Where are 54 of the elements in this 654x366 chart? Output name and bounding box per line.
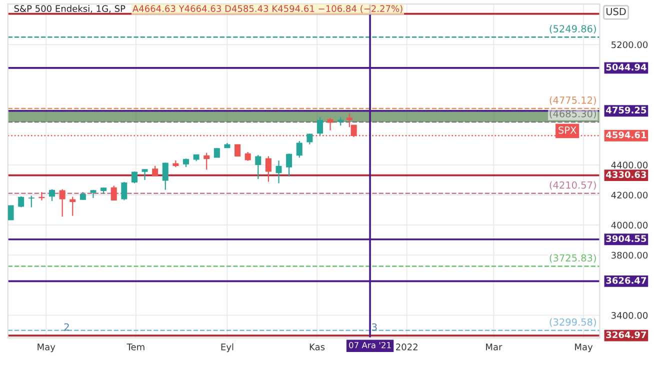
- x-tick-label: May: [38, 344, 56, 352]
- candlestick: [162, 162, 168, 190]
- y-tick-label: 4200.00: [611, 192, 648, 199]
- text: USD: [606, 8, 626, 16]
- chart-subtitle: A4664.63 Y4664.63 D4585.43 K4594.61 −106.84 (−2.27%): [132, 5, 402, 14]
- candlestick: [234, 144, 241, 157]
- ref-line-label: 3626.47: [606, 277, 646, 284]
- candlestick: [18, 196, 24, 208]
- candlestick: [70, 196, 76, 216]
- candlestick: [121, 181, 128, 201]
- annotation: 2: [64, 323, 69, 331]
- ref-line-label: 5044.94: [606, 64, 646, 71]
- x-tick-label: May: [575, 344, 593, 352]
- candlestick: [316, 116, 323, 136]
- ref-line-label: (3725.83): [550, 254, 596, 263]
- candlestick: [110, 185, 117, 201]
- x-tick-label: Kas: [310, 344, 325, 350]
- candlestick: [286, 153, 292, 178]
- ref-line-label: 07 Ara '21: [349, 342, 391, 348]
- y-tick-label: 5200.00: [612, 41, 648, 48]
- candlestick: [142, 168, 148, 180]
- candlestick: [59, 188, 66, 218]
- ref-line-label: 4330.63: [606, 171, 646, 178]
- annotation: 3: [372, 323, 377, 331]
- candlestick: [327, 117, 334, 131]
- y-tick-label: 3400.00: [612, 312, 648, 319]
- candlestick: [204, 152, 210, 170]
- candlestick: [49, 188, 56, 202]
- candlestick: [255, 154, 262, 180]
- ref-line-label: 3904.55: [606, 235, 646, 242]
- x-tick-label: Tem: [126, 344, 144, 350]
- candlestick: [28, 195, 34, 208]
- ref-line-label: (4210.57): [550, 181, 596, 190]
- ref-line-label: (5249.86): [550, 24, 596, 34]
- x-tick-label: Mar: [486, 344, 502, 350]
- annotation: SPX: [558, 126, 576, 134]
- ref-line-label: (3299.58): [550, 318, 596, 327]
- ref-line-label: (4685.30): [550, 110, 596, 118]
- candlestick: [131, 170, 138, 184]
- x-tick-label: Eyl: [221, 343, 234, 352]
- ref-line-label: 4594.61: [606, 131, 646, 138]
- candlestick: [8, 205, 14, 220]
- y-tick-label: 4400.00: [611, 162, 648, 168]
- ref-line-label: (4775.12): [550, 96, 596, 105]
- candlestick: [306, 133, 313, 145]
- x-tick-label: 2022: [396, 344, 418, 350]
- ref-line-label: 4759.25: [606, 106, 646, 114]
- ref-line-label: 3264.97: [606, 331, 646, 338]
- y-tick-label: 4000.00: [611, 222, 648, 229]
- chart-title: S&P 500 Endeksi, 1G, SP: [14, 5, 126, 13]
- candlestick: [296, 140, 302, 158]
- y-tick-label: 3800.00: [612, 252, 648, 259]
- candlestick: [276, 160, 282, 184]
- candlestick: [265, 156, 272, 182]
